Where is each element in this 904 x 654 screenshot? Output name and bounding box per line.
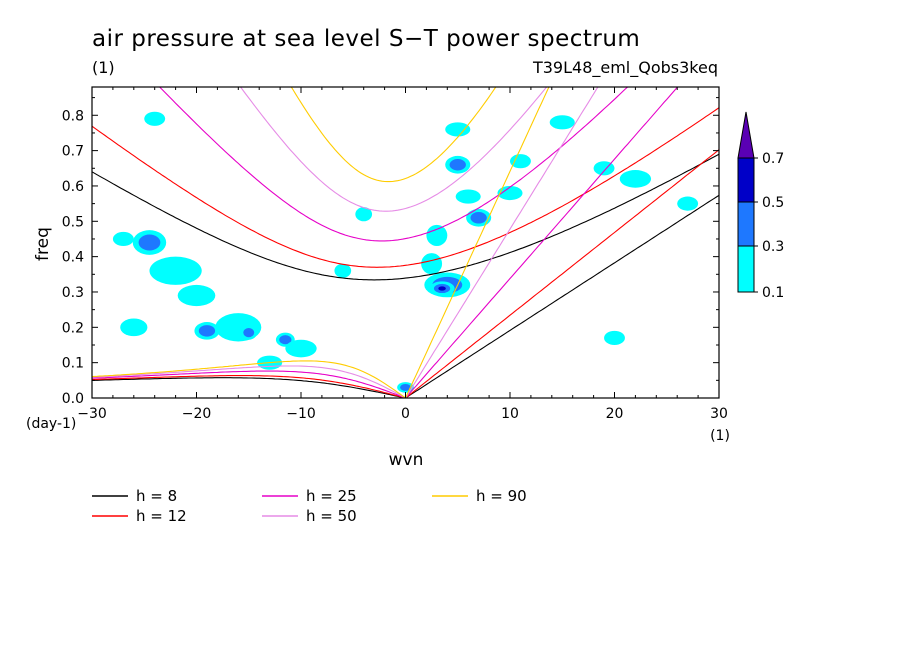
x-tick-label: 10 xyxy=(501,406,519,422)
dispersion-curves xyxy=(92,87,719,398)
curve-inertio-gravity-25 xyxy=(158,87,629,242)
contour-blob xyxy=(112,231,134,247)
contour-blob xyxy=(138,234,161,251)
title-units: (1) xyxy=(92,58,115,77)
legend-label: h = 50 xyxy=(306,507,357,525)
experiment-label: T39L48_eml_Qobs3keq xyxy=(532,58,718,78)
curve-inertio-gravity-8 xyxy=(92,153,719,281)
y-tick-label: 0.3 xyxy=(62,285,84,301)
legend: h = 8 h = 12 h = 25 h = 50 h = 90 xyxy=(92,487,527,525)
y-units-label: (day-1) xyxy=(26,416,76,432)
x-tick-label: −20 xyxy=(182,406,212,422)
contour-blob xyxy=(334,263,352,278)
contour-blob xyxy=(243,328,255,338)
y-tick-label: 0.2 xyxy=(62,320,84,336)
contour-blob xyxy=(120,318,148,337)
contour-blob xyxy=(455,189,481,204)
colorbar-label: 0.3 xyxy=(762,239,784,255)
x-units-label: (1) xyxy=(710,428,730,444)
contour-blob xyxy=(400,383,411,391)
colorbar-triangle xyxy=(737,111,755,159)
contour-blob xyxy=(198,325,216,337)
contour-blob xyxy=(421,253,443,275)
contour-blob xyxy=(549,115,575,130)
y-tick-label: 0.1 xyxy=(62,356,84,372)
curve-kelvin-50 xyxy=(92,87,599,398)
contour-blob xyxy=(604,330,625,345)
y-tick-label: 0.6 xyxy=(62,179,84,195)
contour-blob xyxy=(619,170,652,188)
contour-blob xyxy=(426,224,448,247)
x-tick-label: 0 xyxy=(401,406,410,422)
contour-blob xyxy=(449,159,466,171)
curve-inertio-gravity-12 xyxy=(92,107,719,268)
contour-blob xyxy=(144,111,166,126)
colorbar: 0.1 0.3 0.5 0.7 xyxy=(737,111,784,301)
contour-blob xyxy=(285,339,317,358)
legend-label: h = 25 xyxy=(306,487,357,505)
curve-kelvin-90 xyxy=(92,87,550,398)
chart-title: air pressure at sea level S−T power spec… xyxy=(92,26,640,52)
colorbar-swatch xyxy=(737,201,755,247)
contour-blob xyxy=(445,122,471,137)
legend-label: h = 12 xyxy=(136,507,187,525)
y-tick-label: 0.0 xyxy=(62,391,84,407)
plot-frame xyxy=(91,86,720,399)
colorbar-label: 0.7 xyxy=(762,151,784,167)
axis-ticks: −30 −20 −10 0 10 20 30 0.0 0.1 0.2 0.3 0.4 0.5 0.6 0.7… xyxy=(62,87,728,422)
colorbar-label: 0.5 xyxy=(762,195,784,211)
y-tick-label: 0.4 xyxy=(62,250,84,266)
contour-blob xyxy=(470,212,487,224)
contour-blob xyxy=(497,185,523,201)
x-tick-label: −30 xyxy=(77,406,107,422)
y-tick-label: 0.8 xyxy=(62,108,84,124)
contour-blob xyxy=(279,335,292,345)
curve-inertio-gravity-50 xyxy=(239,87,548,212)
y-tick-label: 0.7 xyxy=(62,144,84,160)
contour-blob xyxy=(355,207,373,222)
colorbar-swatch xyxy=(737,157,755,203)
contour-blob xyxy=(149,256,202,285)
contour-fills xyxy=(112,111,699,393)
curve-kelvin-8 xyxy=(92,194,719,398)
legend-label: h = 8 xyxy=(136,487,177,505)
curve-kelvin-12 xyxy=(92,149,719,398)
x-tick-label: 20 xyxy=(606,406,624,422)
curve-kelvin-25 xyxy=(92,87,679,398)
contour-blob xyxy=(438,286,446,291)
x-axis-label: wvn xyxy=(389,450,424,470)
contour-blob xyxy=(510,154,531,169)
legend-label: h = 90 xyxy=(476,487,527,505)
y-axis-label: freq xyxy=(33,227,53,261)
x-tick-label: 30 xyxy=(710,406,728,422)
contour-blob xyxy=(677,196,699,211)
contour-blob xyxy=(177,284,216,307)
y-tick-label: 0.5 xyxy=(62,214,84,230)
colorbar-label: 0.1 xyxy=(762,285,784,301)
curve-inertio-gravity-90 xyxy=(290,87,497,183)
x-tick-label: −10 xyxy=(286,406,316,422)
colorbar-swatch xyxy=(737,245,755,293)
